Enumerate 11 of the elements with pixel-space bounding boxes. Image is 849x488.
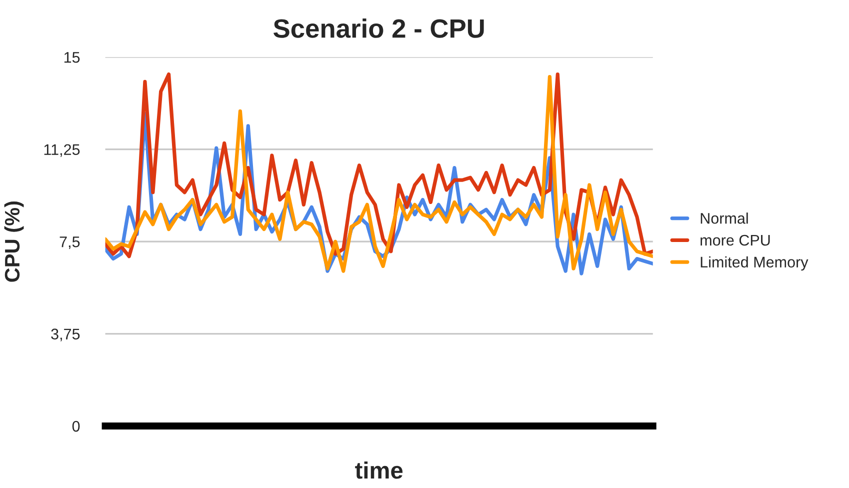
y-tick-label: 15 xyxy=(64,52,80,63)
legend-label: Normal xyxy=(700,212,748,224)
y-tick-label: 7,5 xyxy=(60,236,80,250)
x-axis-title: time xyxy=(355,461,403,479)
chart-title: Scenario 2 - CPU xyxy=(274,18,484,38)
y-tick-label: 0 xyxy=(72,420,80,432)
y-tick-label: 3,75 xyxy=(51,328,80,342)
legend-label: Limited Memory xyxy=(700,256,808,271)
legend-label: more CPU xyxy=(700,234,770,246)
y-tick-label: 11,25 xyxy=(44,144,80,157)
y-axis-title: CPU (%) xyxy=(4,202,24,282)
